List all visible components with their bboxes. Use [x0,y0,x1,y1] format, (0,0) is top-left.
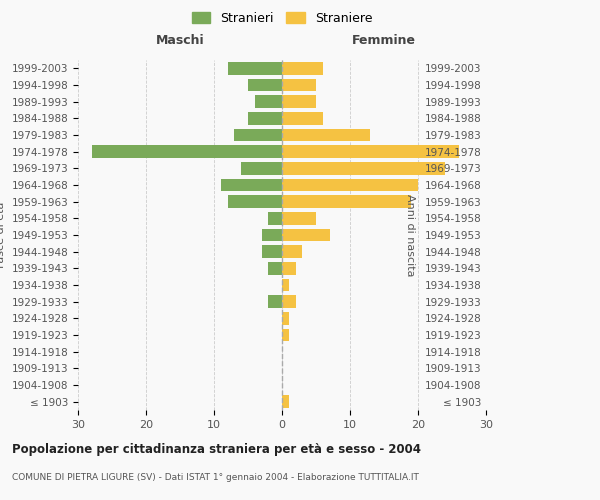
Bar [282,62,323,74]
Bar [255,96,282,108]
Bar [282,296,296,308]
Bar [282,312,289,324]
Bar [282,129,370,141]
Bar [268,262,282,274]
Bar [92,146,282,158]
Bar [282,112,323,124]
Bar [248,112,282,124]
Text: COMUNE DI PIETRA LIGURE (SV) - Dati ISTAT 1° gennaio 2004 - Elaborazione TUTTITA: COMUNE DI PIETRA LIGURE (SV) - Dati ISTA… [12,472,419,482]
Bar [282,96,316,108]
Bar [282,196,411,208]
Bar [282,79,316,92]
Bar [262,246,282,258]
Bar [248,79,282,92]
Bar [235,129,282,141]
Bar [282,396,289,408]
Bar [227,62,282,74]
Text: Femmine: Femmine [352,34,416,46]
Bar [268,296,282,308]
Bar [227,196,282,208]
Bar [282,162,445,174]
Bar [221,179,282,192]
Bar [282,329,289,341]
Bar [282,146,459,158]
Bar [282,262,296,274]
Bar [268,212,282,224]
Text: Popolazione per cittadinanza straniera per età e sesso - 2004: Popolazione per cittadinanza straniera p… [12,442,421,456]
Bar [282,212,316,224]
Bar [282,279,289,291]
Bar [282,246,302,258]
Y-axis label: Fasce di età: Fasce di età [0,202,6,268]
Text: Maschi: Maschi [155,34,205,46]
Bar [241,162,282,174]
Bar [282,179,418,192]
Legend: Stranieri, Straniere: Stranieri, Straniere [187,7,377,30]
Y-axis label: Anni di nascita: Anni di nascita [405,194,415,276]
Bar [262,229,282,241]
Bar [282,229,329,241]
